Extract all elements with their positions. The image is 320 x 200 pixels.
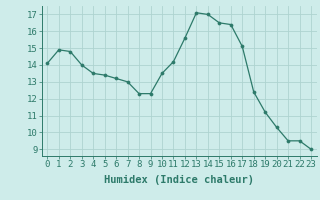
X-axis label: Humidex (Indice chaleur): Humidex (Indice chaleur) [104,175,254,185]
